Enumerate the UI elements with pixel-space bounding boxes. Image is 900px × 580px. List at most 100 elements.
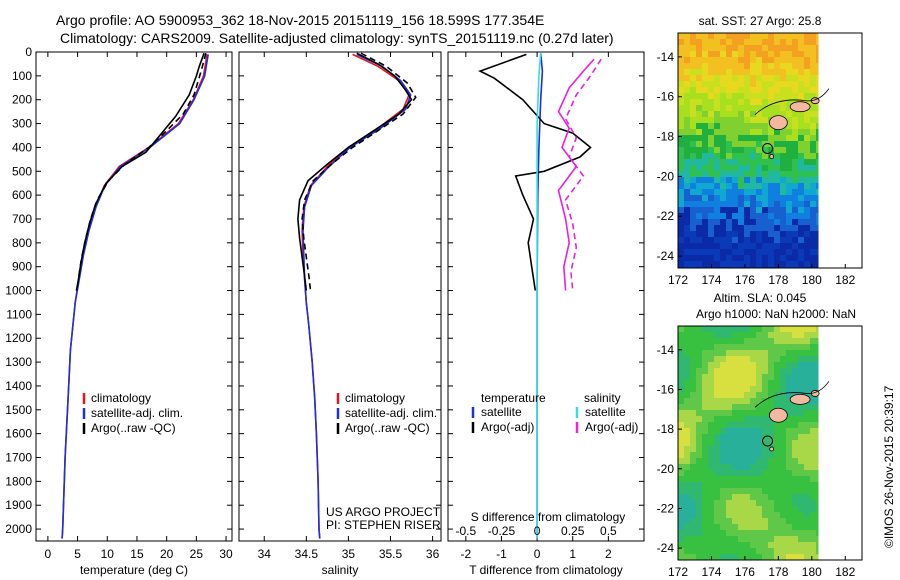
sst-map-grid-cell xyxy=(780,129,786,135)
sst-map-grid-cell xyxy=(678,189,684,195)
sla-map-grid-cell xyxy=(732,392,738,398)
sst-map-grid-cell xyxy=(750,249,756,255)
sst-map-grid-cell xyxy=(714,171,720,177)
sst-map-grid-cell xyxy=(726,189,732,195)
sst-map-grid-cell xyxy=(714,183,720,189)
sla-map-grid-cell xyxy=(714,410,720,416)
sst-map-grid-cell xyxy=(726,171,732,177)
sla-map-grid-cell xyxy=(738,452,744,458)
sst-map-grid-cell xyxy=(786,165,792,171)
sst-map-grid-cell xyxy=(768,165,774,171)
sla-map-grid-cell xyxy=(708,482,714,488)
sst-map-grid-cell xyxy=(714,105,720,111)
sla-map-grid-cell xyxy=(696,500,702,506)
sst-map-grid-cell xyxy=(768,177,774,183)
sst-map-grid-cell xyxy=(792,135,798,141)
sst-map-grid-cell xyxy=(684,213,690,219)
sla-map-grid-cell xyxy=(786,440,792,446)
sla-map-grid-cell xyxy=(762,488,768,494)
sst-map-grid-cell xyxy=(786,225,792,231)
sla-map-grid-cell xyxy=(720,404,726,410)
sst-map-grid-cell xyxy=(732,201,738,207)
sst-map-grid-cell xyxy=(810,45,816,51)
sst-map-grid-cell xyxy=(786,255,792,261)
sst-map-grid-cell xyxy=(816,141,819,147)
sst-map-grid-cell xyxy=(702,189,708,195)
sla-map-grid-cell xyxy=(726,338,732,344)
sla-map-grid-cell xyxy=(816,416,819,422)
sst-map-grid-cell xyxy=(804,129,810,135)
sst-map-grid-cell xyxy=(780,99,786,105)
sla-map-grid-cell xyxy=(726,476,732,482)
sst-map-grid-cell xyxy=(678,171,684,177)
sst-map-grid-cell xyxy=(780,171,786,177)
sla-map-grid-cell xyxy=(684,434,690,440)
sla-map-grid-cell xyxy=(762,512,768,518)
sst-map-grid-cell xyxy=(786,105,792,111)
sla-map-grid-cell xyxy=(780,470,786,476)
sst-map-grid-cell xyxy=(702,195,708,201)
sla-map-grid-cell xyxy=(780,524,786,530)
sla-map-grid-cell xyxy=(738,392,744,398)
sla-map-grid-cell xyxy=(702,416,708,422)
sla-map-grid-cell xyxy=(780,404,786,410)
sla-map-grid-cell xyxy=(714,524,720,530)
sst-map-xtick-label: 176 xyxy=(735,273,755,287)
sla-map-grid-cell xyxy=(726,362,732,368)
sst-map-grid-cell xyxy=(714,51,720,57)
sst-map-grid-cell xyxy=(714,189,720,195)
sst-map-grid-cell xyxy=(684,147,690,153)
sla-map-grid-cell xyxy=(756,494,762,500)
sst-map-grid-cell xyxy=(750,123,756,129)
temperature-ytick-label: 1700 xyxy=(5,451,32,465)
temperature-ytick-label: 700 xyxy=(12,212,32,226)
salinity-plot-frame xyxy=(238,51,442,542)
sla-map-grid-cell xyxy=(720,368,726,374)
sst-map-grid-cell xyxy=(792,39,798,45)
sla-map-grid-cell xyxy=(696,536,702,542)
sst-map-grid-cell xyxy=(762,177,768,183)
sst-map-grid-cell xyxy=(720,249,726,255)
sst-map-grid-cell xyxy=(756,93,762,99)
sla-map-grid-cell xyxy=(804,494,810,500)
sst-map-grid-cell xyxy=(714,33,720,39)
sla-map-grid-cell xyxy=(768,344,774,350)
sla-map-grid-cell xyxy=(792,536,798,542)
temperature-ytick-label: 2000 xyxy=(5,522,32,536)
sla-map-grid-cell xyxy=(744,458,750,464)
sla-map-grid-cell xyxy=(744,398,750,404)
sst-map-grid-cell xyxy=(684,75,690,81)
sst-map-grid-cell xyxy=(756,33,762,39)
sst-map-grid-cell xyxy=(726,111,732,117)
sst-map-grid-cell xyxy=(720,135,726,141)
sst-map-grid-cell xyxy=(744,189,750,195)
temperature-xlabel: temperature (deg C) xyxy=(80,563,188,577)
sla-map-grid-cell xyxy=(792,428,798,434)
sla-map-grid-cell xyxy=(690,542,696,548)
sst-map-grid-cell xyxy=(690,135,696,141)
sst-map-grid-cell xyxy=(744,63,750,69)
sst-map-grid-cell xyxy=(750,231,756,237)
difference-legend-label: Argo(-adj) xyxy=(585,420,638,434)
sla-map-ytick-label: -16 xyxy=(657,382,675,396)
sst-map-grid-cell xyxy=(684,63,690,69)
sst-map-grid-cell xyxy=(756,189,762,195)
sst-map-grid-cell xyxy=(690,225,696,231)
sst-map-grid-cell xyxy=(798,171,804,177)
temperature-ytick-label: 200 xyxy=(12,93,32,107)
sla-map-grid-cell xyxy=(768,428,774,434)
sla-map-grid-cell xyxy=(684,416,690,422)
sla-map-grid-cell xyxy=(708,362,714,368)
sla-map-grid-cell xyxy=(732,524,738,530)
sst-map-grid-cell xyxy=(684,87,690,93)
sla-map-grid-cell xyxy=(702,536,708,542)
sla-map-grid-cell xyxy=(804,518,810,524)
sst-map-grid-cell xyxy=(798,111,804,117)
sla-map-grid-cell xyxy=(708,548,714,554)
sla-map-grid-cell xyxy=(708,344,714,350)
sst-map-grid-cell xyxy=(774,39,780,45)
sla-map-grid-cell xyxy=(696,476,702,482)
sst-map-grid-cell xyxy=(690,81,696,87)
sla-map-grid-cell xyxy=(678,464,684,470)
sla-map-grid-cell xyxy=(762,458,768,464)
